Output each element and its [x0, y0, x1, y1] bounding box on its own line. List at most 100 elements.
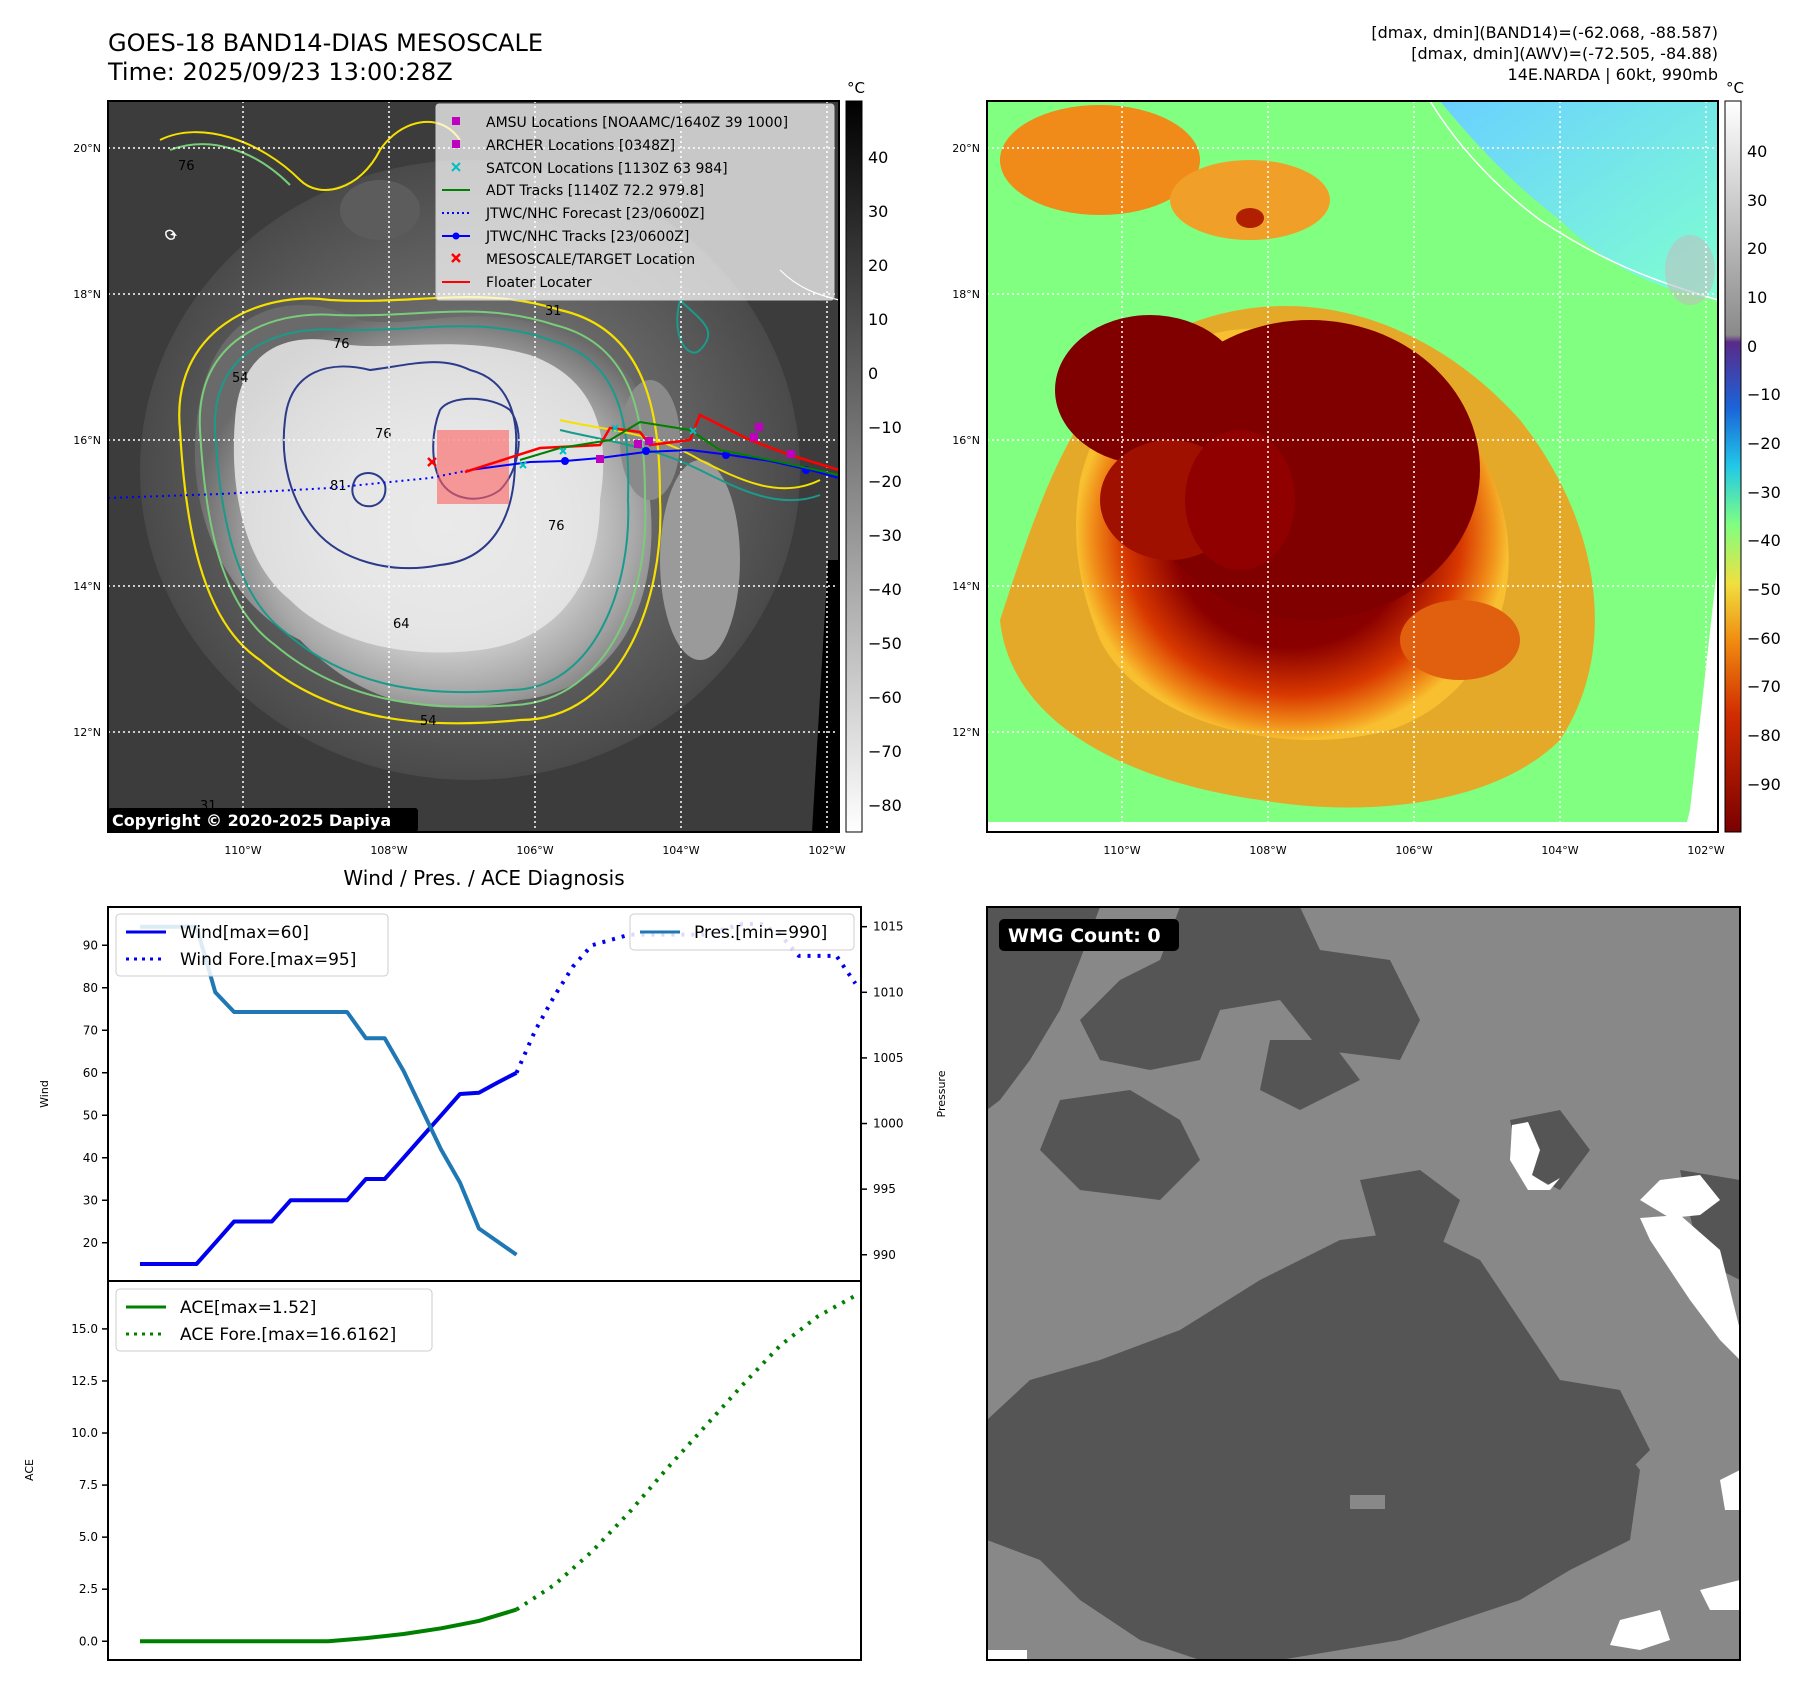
pressure-tick-label: 1005 — [873, 1051, 904, 1065]
ir-colorbar: °C 40 30 20 10 0 −10 −20 −30 −40 −50 −60… — [845, 79, 902, 833]
colorbar-tick: 30 — [868, 202, 888, 221]
wind-tick-label: 50 — [83, 1108, 98, 1122]
colorbar-tick: −50 — [868, 634, 902, 653]
lat-label: 12°N — [73, 726, 101, 739]
legend-entry: Floater Locater — [486, 275, 592, 291]
legend-entry: Pres.[min=990] — [694, 923, 827, 943]
colorbar-tick: 40 — [1747, 142, 1767, 161]
colorbar-tick: −40 — [1747, 531, 1781, 550]
lat-label: 16°N — [952, 434, 980, 447]
wmg-count-badge — [999, 919, 1179, 951]
colorbar-tick: 20 — [1747, 239, 1767, 258]
colorbar-tick: −70 — [1747, 677, 1781, 696]
awv-colorbar: °C 40 30 20 10 0 −10 −20 −30 −40 −50 −60… — [1724, 79, 1781, 833]
legend-entry: ACE[max=1.52] — [180, 1298, 316, 1318]
lat-label: 18°N — [952, 288, 980, 301]
ir-imagery: 54 31 76 81 76 76 64 54 76 31 — [108, 101, 839, 832]
colorbar-tick: 0 — [1747, 337, 1757, 356]
pressure-tick-label: 990 — [873, 1248, 896, 1262]
wind-tick-label: 30 — [83, 1193, 98, 1207]
satcon-marker-icon — [451, 162, 461, 172]
colorbar-tick: −20 — [1747, 434, 1781, 453]
right-map-lon-labels: 110°W 108°W 106°W 104°W 102°W — [1103, 844, 1724, 857]
right-map-lat-labels: 20°N 18°N 16°N 14°N 12°N — [952, 142, 980, 739]
contour-label: 81 — [330, 479, 347, 494]
colorbar-tick: −80 — [868, 796, 902, 815]
contour-label: 31 — [545, 304, 562, 319]
legend-entry: Wind Fore.[max=95] — [180, 950, 356, 970]
contour-label: 76 — [548, 519, 565, 534]
legend-entry: AMSU Locations [NOAAMC/1640Z 39 1000] — [486, 115, 788, 131]
ace-tick-label: 10.0 — [71, 1426, 98, 1440]
band14-range: [dmax, dmin](BAND14)=(-62.068, -88.587) — [1371, 23, 1718, 42]
map-legend: AMSU Locations [NOAAMC/1640Z 39 1000] AR… — [435, 103, 835, 301]
wmg-panel: WMG Count: 0 — [986, 906, 1741, 1661]
colorbar-tick: −70 — [868, 742, 902, 761]
lat-label: 20°N — [952, 142, 980, 155]
archer-marker-icon — [452, 140, 460, 148]
left-map-lat-labels: 20°N 18°N 16°N 14°N 12°N — [73, 142, 101, 739]
wind-tick-label: 70 — [83, 1023, 98, 1037]
copyright-badge — [108, 808, 418, 832]
colorbar-tick: 30 — [1747, 191, 1767, 210]
colorbar-tick: −20 — [868, 472, 902, 491]
figure-time: Time: 2025/09/23 13:00:28Z — [107, 58, 453, 86]
legend-entry: JTWC/NHC Forecast [23/0600Z] — [485, 206, 705, 222]
colorbar-tick: −10 — [868, 418, 902, 437]
ace-forecast-line — [515, 1293, 857, 1612]
lon-label: 102°W — [808, 844, 845, 857]
pressure-tick-label: 1000 — [873, 1117, 904, 1131]
awv-range: [dmax, dmin](AWV)=(-72.505, -84.88) — [1411, 44, 1718, 63]
mesoscale-target-marker — [427, 457, 437, 467]
diagnosis-title: Wind / Pres. / ACE Diagnosis — [343, 866, 624, 890]
legend-entry: MESOSCALE/TARGET Location — [486, 252, 695, 268]
colorbar-tick: −40 — [868, 580, 902, 599]
contour-label: 54 — [420, 714, 437, 729]
lon-label: 108°W — [370, 844, 407, 857]
lon-label: 102°W — [1687, 844, 1724, 857]
lat-label: 14°N — [952, 580, 980, 593]
lat-label: 12°N — [952, 726, 980, 739]
figure-title: GOES-18 BAND14-DIAS MESOSCALE — [108, 29, 543, 57]
colorbar-tick: 0 — [868, 364, 878, 383]
lon-label: 110°W — [1103, 844, 1140, 857]
colorbar-tick: 20 — [868, 256, 888, 275]
legend-entry: ADT Tracks [1140Z 72.2 979.8] — [486, 183, 704, 199]
wmg-count-label: WMG Count: 0 — [1008, 925, 1161, 947]
ace-tick-label: 15.0 — [71, 1322, 98, 1336]
legend-entry: ACE Fore.[max=16.6162] — [180, 1325, 396, 1345]
ace-panel: ACE 0.0 2.5 5.0 7.5 10.0 12.5 15.0 ACE[max=1.5… — [23, 1280, 862, 1661]
legend-entry: JTWC/NHC Tracks [23/0600Z] — [485, 229, 689, 245]
pressure-tick-label: 1015 — [873, 920, 904, 934]
jtwc-track — [469, 448, 839, 479]
lat-label: 14°N — [73, 580, 101, 593]
lat-label: 20°N — [73, 142, 101, 155]
colorbar-tick: −90 — [1747, 775, 1781, 794]
wind-legend: Wind[max=60] Wind Fore.[max=95] Pres.[mi… — [115, 913, 855, 977]
contour-label: 64 — [393, 617, 410, 632]
wind-tick-label: 40 — [83, 1151, 98, 1165]
left-map-lon-labels: 110°W 108°W 106°W 104°W 102°W — [224, 844, 845, 857]
wind-tick-label: 20 — [83, 1236, 98, 1250]
awv-gridlines — [987, 101, 1718, 832]
amsu-marker-icon — [452, 117, 460, 125]
wind-tick-label: 80 — [83, 981, 98, 995]
awv-imagery — [987, 101, 1718, 832]
lon-label: 104°W — [662, 844, 699, 857]
lon-label: 104°W — [1541, 844, 1578, 857]
pressure-tick-label: 1010 — [873, 985, 904, 999]
lat-label: 18°N — [73, 288, 101, 301]
ir-map-panel: 54 31 76 81 76 76 64 54 76 31 — [73, 100, 846, 857]
colorbar-unit: °C — [1726, 79, 1744, 97]
colorbar-tick: 40 — [868, 148, 888, 167]
lat-label: 16°N — [73, 434, 101, 447]
contour-label: 54 — [232, 371, 249, 386]
wind-axis-label: Wind — [38, 1080, 51, 1108]
lon-label: 106°W — [1395, 844, 1432, 857]
contour-label: 76 — [178, 159, 195, 174]
ace-tick-label: 7.5 — [79, 1478, 98, 1492]
wmg-imagery — [987, 907, 1740, 1660]
colorbar-tick: −60 — [868, 688, 902, 707]
colorbar-tick: 10 — [1747, 288, 1767, 307]
colorbar-tick: −50 — [1747, 580, 1781, 599]
